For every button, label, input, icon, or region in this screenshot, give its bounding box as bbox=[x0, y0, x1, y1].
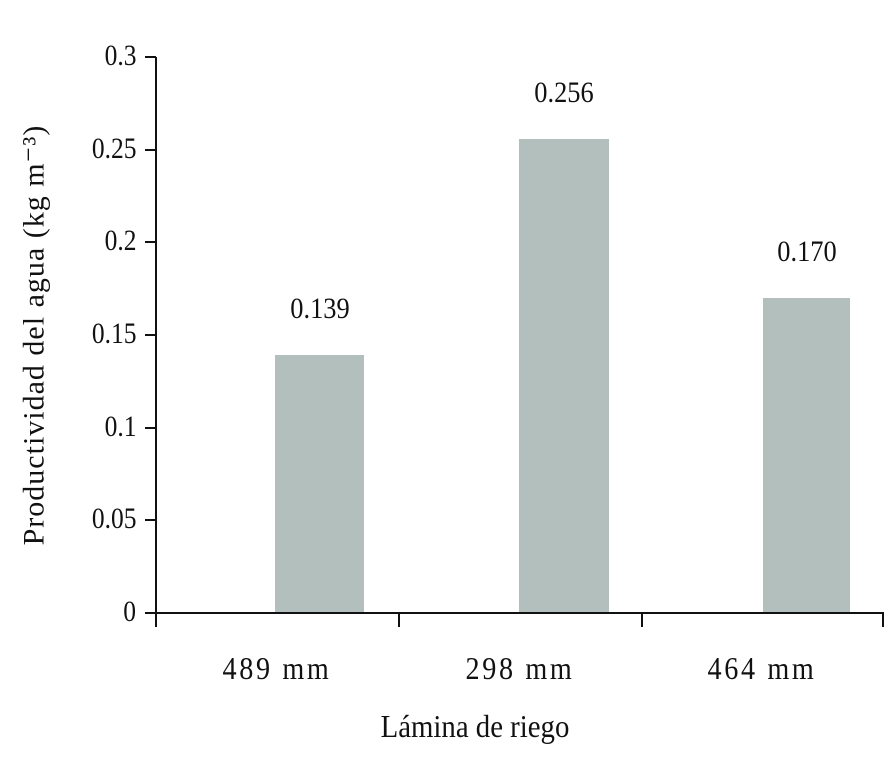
x-category-label: 464 mm bbox=[707, 650, 817, 686]
y-tick bbox=[145, 612, 156, 614]
x-category-label: 298 mm bbox=[465, 650, 575, 686]
y-tick-label: 0.15 bbox=[91, 317, 136, 350]
y-tick bbox=[145, 426, 156, 429]
y-tick bbox=[145, 148, 156, 151]
y-tick-label: 0.1 bbox=[104, 409, 136, 443]
x-axis-title: Lámina de riego bbox=[380, 708, 570, 744]
y-tick-label: 0.05 bbox=[91, 502, 136, 536]
y-tick-label: 0 bbox=[123, 595, 136, 628]
y-tick bbox=[145, 519, 156, 522]
y-axis-line bbox=[155, 57, 157, 615]
x-tick bbox=[398, 613, 400, 627]
bar bbox=[275, 355, 364, 612]
y-tick-label: 0.2 bbox=[104, 224, 136, 258]
bar bbox=[763, 297, 850, 612]
bar-value-label: 0.256 bbox=[534, 75, 594, 109]
y-tick bbox=[145, 334, 156, 336]
y-tick-label: 0.25 bbox=[91, 131, 136, 165]
x-tick bbox=[155, 613, 157, 627]
x-tick bbox=[641, 613, 643, 627]
bar-value-label: 0.170 bbox=[776, 234, 837, 268]
y-tick-label: 0.3 bbox=[104, 39, 136, 72]
y-axis-title: Productividad del agua (kg m⁻³) bbox=[17, 124, 51, 546]
x-axis-line bbox=[155, 612, 884, 614]
bar bbox=[519, 138, 609, 612]
bar-value-label: 0.139 bbox=[289, 292, 350, 326]
y-tick bbox=[145, 241, 156, 244]
x-tick bbox=[882, 613, 884, 627]
x-category-label: 489 mm bbox=[222, 650, 332, 686]
y-tick bbox=[145, 56, 156, 58]
